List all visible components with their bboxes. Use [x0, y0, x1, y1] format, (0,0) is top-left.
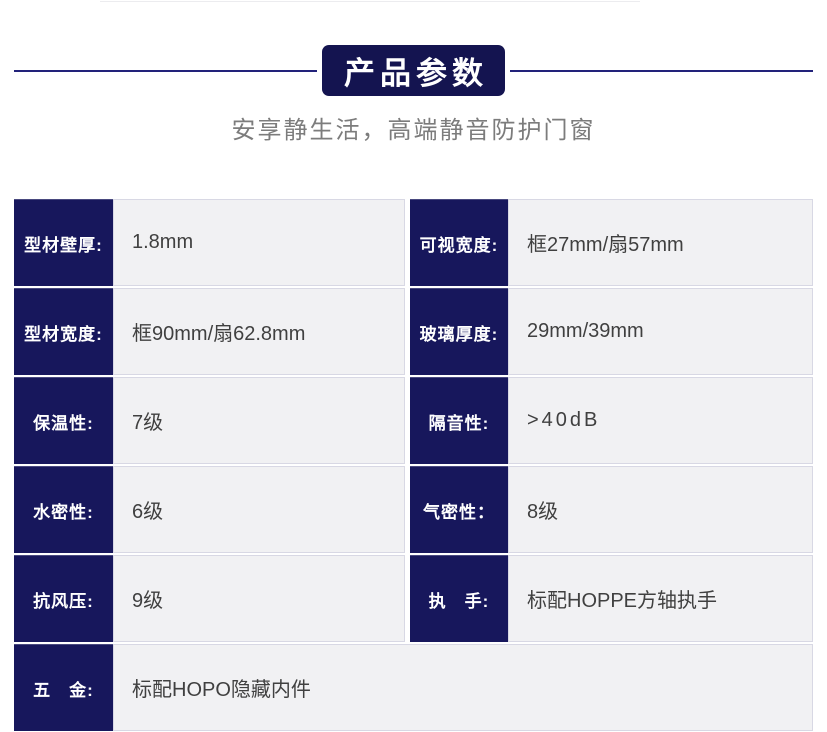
spec-label: 型材宽度: [14, 288, 113, 375]
spec-label: 保温性: [14, 377, 113, 464]
spec-value: 框90mm/扇62.8mm [113, 288, 405, 375]
spec-value: >40dB [508, 377, 813, 464]
spec-row: 五 金: 标配HOPO隐藏内件 [14, 644, 813, 731]
section-title: 产品参数 [344, 56, 488, 91]
spec-row: 保温性: 7级 隔音性: >40dB [14, 377, 813, 464]
spec-value: 29mm/39mm [508, 288, 813, 375]
spec-label: 气密性： [410, 466, 508, 553]
spec-row: 型材宽度: 框90mm/扇62.8mm 玻璃厚度: 29mm/39mm [14, 288, 813, 375]
spec-value: 标配HOPO隐藏内件 [113, 644, 813, 731]
spec-label: 执 手: [410, 555, 508, 642]
spec-table: 型材壁厚: 1.8mm 可视宽度: 框27mm/扇57mm 型材宽度: 框90m… [14, 199, 813, 731]
spec-value: 1.8mm [113, 199, 405, 286]
spec-value: 9级 [113, 555, 405, 642]
spec-value: 框27mm/扇57mm [508, 199, 813, 286]
spec-row: 型材壁厚: 1.8mm 可视宽度: 框27mm/扇57mm [14, 199, 813, 286]
spec-row: 水密性: 6级 气密性： 8级 [14, 466, 813, 553]
top-divider-line [100, 1, 640, 2]
spec-value: 8级 [508, 466, 813, 553]
spec-value: 6级 [113, 466, 405, 553]
spec-value: 标配HOPPE方轴执手 [508, 555, 813, 642]
section-title-badge: 产品参数 [322, 45, 505, 96]
title-divider-left [14, 70, 317, 72]
spec-label: 玻璃厚度: [410, 288, 508, 375]
spec-label: 水密性: [14, 466, 113, 553]
spec-label: 抗风压: [14, 555, 113, 642]
spec-label: 型材壁厚: [14, 199, 113, 286]
spec-row: 抗风压: 9级 执 手: 标配HOPPE方轴执手 [14, 555, 813, 642]
spec-value: 7级 [113, 377, 405, 464]
spec-label: 可视宽度: [410, 199, 508, 286]
section-subtitle: 安享静生活，高端静音防护门窗 [231, 117, 596, 144]
title-divider-right [510, 70, 813, 72]
spec-label: 五 金: [14, 644, 113, 731]
spec-label: 隔音性: [410, 377, 508, 464]
